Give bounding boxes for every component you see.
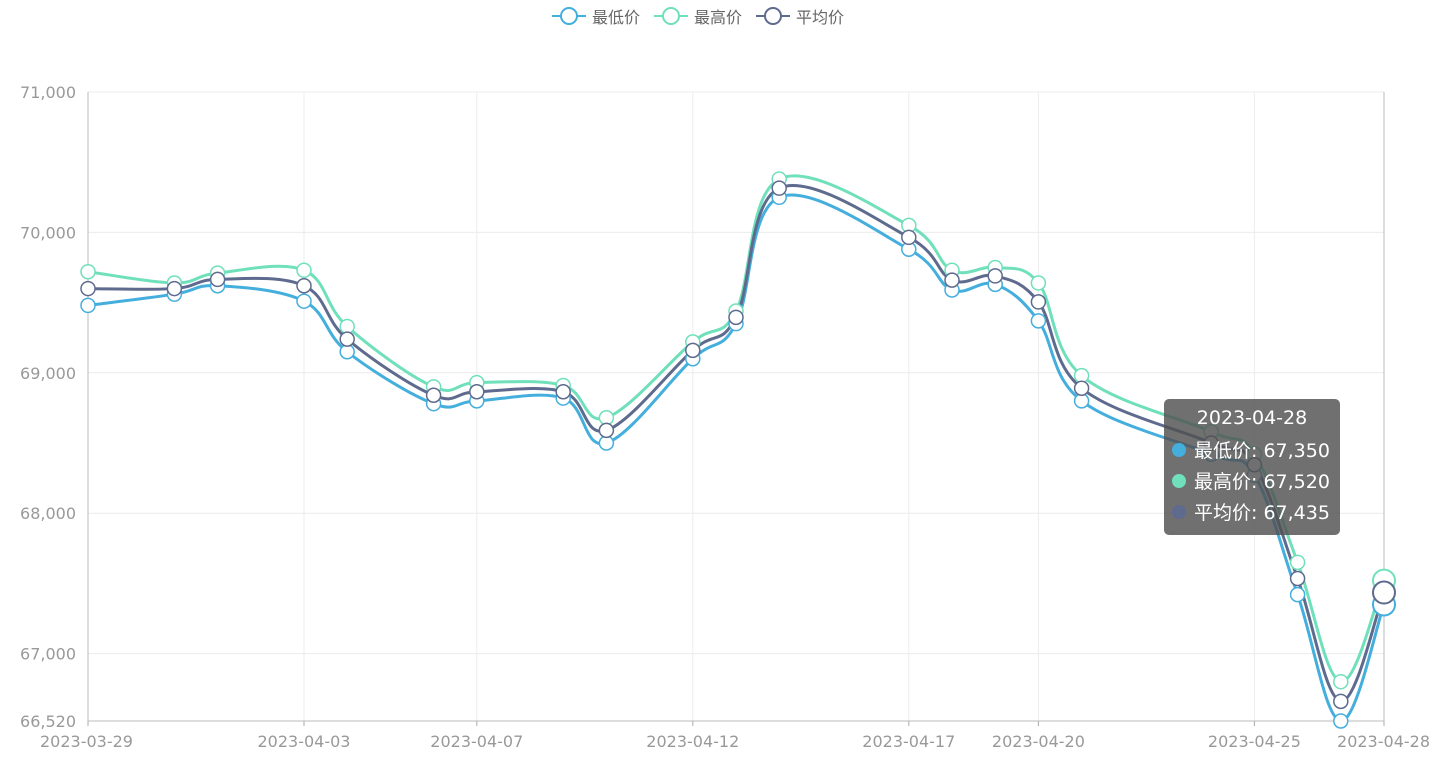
tooltip: 2023-04-28 最低价: 67,350 最高价: 67,520 平均价: …	[1164, 399, 1340, 535]
data-point	[987, 268, 1003, 284]
y-tick-label: 71,000	[20, 83, 76, 102]
tooltip-row-avg: 平均价: 67,435	[1172, 496, 1340, 527]
data-point	[1030, 294, 1047, 310]
legend-min-icon	[552, 6, 586, 26]
data-point	[425, 387, 442, 404]
legend: 最低价 最高价 平均价	[552, 4, 844, 28]
data-point	[944, 272, 960, 288]
data-point	[1030, 313, 1047, 329]
tooltip-min-text: 最低价: 67,350	[1194, 440, 1330, 462]
data-point	[166, 280, 183, 297]
data-point	[80, 297, 96, 314]
data-point	[1289, 570, 1306, 587]
tooltip-max-text: 最高价: 67,520	[1194, 471, 1330, 493]
tooltip-avg-dot-icon	[1172, 504, 1186, 519]
x-tick-label: 2023-04-12	[646, 732, 739, 751]
data-point	[685, 342, 701, 359]
x-tick-label: 2023-04-25	[1208, 732, 1301, 751]
data-point	[1073, 380, 1090, 396]
data-point	[80, 263, 96, 280]
data-point	[296, 278, 312, 294]
y-tick-label: 70,000	[20, 223, 76, 242]
data-point	[1030, 275, 1047, 291]
x-tick-label: 2023-04-03	[258, 732, 351, 751]
tooltip-title: 2023-04-28	[1196, 407, 1308, 429]
tooltip-max-dot-icon	[1172, 473, 1186, 488]
legend-item-avg[interactable]: 平均价	[756, 4, 844, 28]
legend-max-label: 最高价	[694, 8, 743, 27]
data-point	[771, 180, 787, 196]
x-tick-label: 2023-03-29	[40, 732, 133, 751]
data-point	[728, 309, 744, 326]
y-tick-label: 69,000	[20, 364, 76, 383]
data-point	[80, 280, 96, 297]
legend-max-icon	[654, 6, 689, 26]
data-point	[296, 293, 312, 309]
legend-item-max[interactable]: 最高价	[654, 4, 742, 28]
data-point	[901, 229, 917, 246]
legend-item-min[interactable]: 最低价	[552, 4, 640, 28]
axes: 71,00070,00069,00068,00067,00066,5202023…	[20, 83, 1430, 751]
data-point	[598, 422, 615, 439]
data-point	[555, 384, 571, 400]
x-tick-label: 2023-04-28	[1337, 732, 1430, 751]
data-point	[469, 384, 485, 400]
tooltip-min-dot-icon	[1172, 442, 1186, 457]
x-tick-label: 2023-04-20	[992, 732, 1085, 751]
tooltip-row-min: 最低价: 67,350	[1172, 434, 1340, 465]
data-point	[1333, 713, 1349, 729]
data-point	[209, 271, 226, 288]
data-point	[1333, 693, 1349, 710]
legend-avg-icon	[756, 6, 791, 26]
x-tick-label: 2023-04-17	[862, 732, 955, 751]
tooltip-row-max: 最高价: 67,520	[1172, 465, 1340, 496]
y-tick-label: 66,520	[20, 712, 76, 731]
data-point	[1333, 673, 1349, 690]
data-point	[1289, 586, 1306, 603]
data-point	[296, 262, 312, 279]
legend-min-label: 最低价	[592, 8, 641, 27]
y-tick-label: 68,000	[20, 504, 76, 523]
data-point	[1289, 554, 1306, 571]
tooltip-avg-text: 平均价: 67,435	[1194, 502, 1330, 524]
legend-avg-label: 平均价	[796, 8, 845, 27]
series-group	[80, 171, 1396, 729]
data-point	[1372, 580, 1396, 605]
y-tick-label: 67,000	[20, 645, 76, 664]
data-point	[339, 331, 355, 347]
x-tick-label: 2023-04-07	[430, 732, 523, 751]
